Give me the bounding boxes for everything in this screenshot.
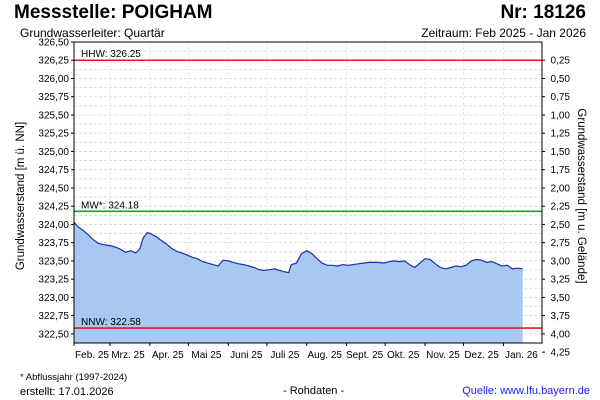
right-tick-label: 2,75: [551, 238, 571, 249]
right-tick-label: 1,75: [551, 165, 571, 176]
left-tick-label: 326,50: [38, 38, 69, 49]
x-tick-label: Mai 25: [191, 350, 221, 361]
water-level-line: [73, 221, 523, 274]
x-axis: Feb. 25 Mrz. 25 Apr. 25 Mai 25 Juni 25 Juli 2…: [73, 343, 538, 361]
x-tick-label: Jan. 26: [505, 350, 538, 361]
right-tick-label: 1,50: [551, 147, 571, 158]
water-level-area: [74, 222, 523, 343]
left-tick-label: 322,50: [38, 329, 69, 340]
x-tick-label: Nov. 25: [426, 350, 460, 361]
y-axis-label-right: Grundwasserstand [m u. Gelände]: [575, 108, 587, 283]
right-tick-label: 1,00: [551, 110, 571, 121]
plot-frame: [73, 41, 543, 344]
left-tick-label: 324,00: [38, 220, 69, 231]
source-link[interactable]: Quelle: www.lfu.bayern.de: [462, 385, 590, 397]
x-tick-label: Mrz. 25: [111, 350, 145, 361]
x-tick-label: Aug. 25: [307, 350, 342, 361]
footnote: * Abflussjahr (1997-2024): [20, 372, 128, 383]
reference-label: HHW: 326.25: [81, 49, 141, 60]
left-tick-label: 322,75: [38, 311, 69, 322]
left-tick-label: 325,75: [38, 92, 69, 103]
right-tick-label: 3,50: [551, 293, 571, 304]
x-tick-label: Okt. 25: [387, 350, 420, 361]
right-tick-label: 2,00: [551, 183, 571, 194]
left-tick-label: 324,75: [38, 165, 69, 176]
period-label: Zeitraum: Feb 2025 - Jan 2026: [421, 26, 586, 40]
right-tick-label: 0,75: [551, 92, 571, 103]
left-tick-label: 323,75: [38, 238, 69, 249]
right-tick-label: 3,25: [551, 275, 571, 286]
station-title: Messstelle: POIGHAM: [14, 2, 213, 23]
left-tick-label: 324,50: [38, 183, 69, 194]
x-tick-label: Sept. 25: [346, 350, 384, 361]
reference-label: MW*: 324.18: [81, 200, 139, 211]
y-axis-label-left: Grundwasserstand [m ü. NN]: [15, 122, 27, 270]
left-tick-label: 326,25: [38, 56, 69, 67]
right-tick-label: 0,25: [551, 56, 571, 67]
created-date: erstellt: 17.01.2026: [20, 386, 114, 398]
left-tick-label: 325,00: [38, 147, 69, 158]
left-tick-label: 325,25: [38, 129, 69, 140]
raw-data-label: - Rohdaten -: [283, 385, 345, 397]
left-tick-label: 324,25: [38, 202, 69, 213]
right-axis: 0,25 0,50 0,75 1,00 1,25 1,50 1,75 2,00 2,25 2,50…: [542, 56, 570, 359]
station-number: Nr: 18126: [500, 2, 586, 23]
left-tick-label: 323,00: [38, 293, 69, 304]
x-tick-label: Feb. 25: [75, 350, 109, 361]
x-tick-label: Juli 25: [270, 350, 299, 361]
right-tick-label: 3,00: [551, 256, 571, 267]
x-tick-label: Apr. 25: [152, 350, 184, 361]
right-tick-label: 4,25: [551, 348, 571, 359]
left-tick-label: 323,25: [38, 275, 69, 286]
left-tick-label: 325,50: [38, 110, 69, 121]
right-tick-label: 0,50: [551, 74, 571, 85]
left-tick-label: 326,00: [38, 74, 69, 85]
x-tick-label: Juni 25: [230, 350, 263, 361]
right-tick-label: 4,00: [551, 329, 571, 340]
x-tick-label: Dez. 25: [464, 350, 499, 361]
reference-lines: HHW: 326.25 MW*: 324.18 NNW: 322.58: [74, 49, 542, 329]
right-tick-label: 3,75: [551, 311, 571, 322]
right-tick-label: 1,25: [551, 129, 571, 140]
reference-label: NNW: 322.58: [81, 317, 141, 328]
right-tick-label: 2,25: [551, 202, 571, 213]
left-axis: 326,50 326,25 326,00 325,75 325,50 325,25 325,…: [38, 38, 74, 340]
right-tick-label: 2,50: [551, 220, 571, 231]
left-tick-label: 323,50: [38, 256, 69, 267]
aquifer-label: Grundwasserleiter: Quartär: [20, 26, 165, 40]
